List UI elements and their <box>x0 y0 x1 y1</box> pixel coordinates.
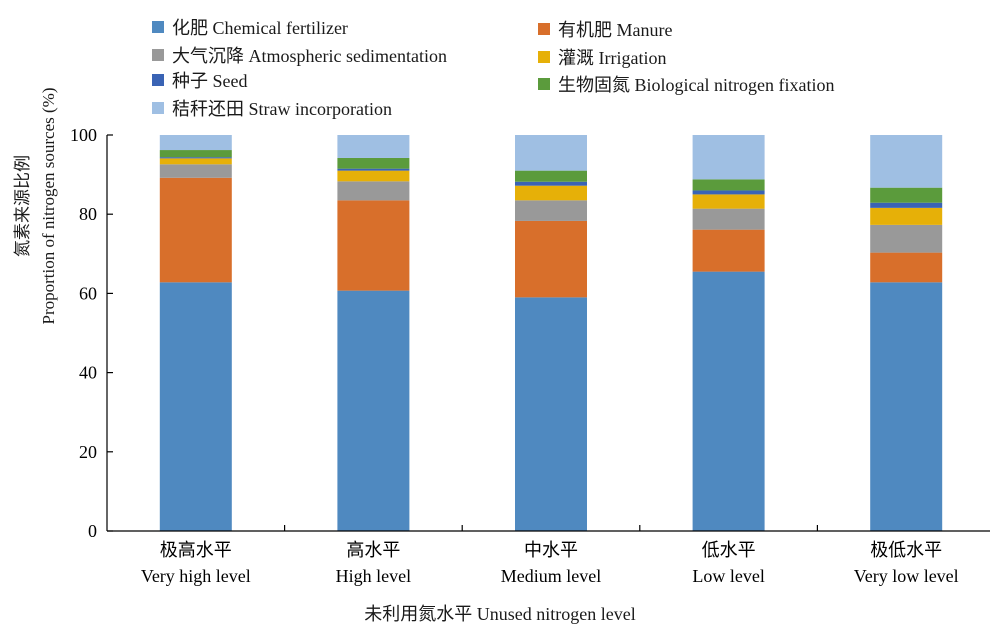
bar-segment-very-high-level-atmospheric-sedimentation <box>159 164 232 178</box>
legend-label: 大气沉降 Atmospheric sedimentation <box>172 46 447 66</box>
bar-segment-low-level-chemical-fertilizer <box>692 271 765 531</box>
bar-segment-very-low-level-manure <box>870 252 943 283</box>
bar-segment-high-level-manure <box>337 200 410 291</box>
bar-segment-high-level-chemical-fertilizer <box>337 290 410 531</box>
bar-group <box>159 135 943 531</box>
bar-segment-low-level-straw-incorporation <box>692 135 765 180</box>
bar-segment-very-high-level-straw-incorporation <box>159 135 232 151</box>
legend-label: 化肥 Chemical fertilizer <box>172 18 348 38</box>
legend-item-seed: 种子 Seed <box>152 67 248 93</box>
bar-segment-very-low-level-chemical-fertilizer <box>870 282 943 531</box>
y-tick-label: 60 <box>79 283 97 303</box>
bar-segment-high-level-seed <box>337 168 410 171</box>
x-tick-label-zh: 中水平 <box>524 540 578 560</box>
legend-swatch <box>538 78 550 90</box>
bar-segment-very-high-level-irrigation <box>159 158 232 165</box>
legend-label: 有机肥 Manure <box>558 20 673 40</box>
bar-segment-very-low-level-straw-incorporation <box>870 135 943 188</box>
y-tick-label: 80 <box>79 204 97 224</box>
bar-segment-medium-level-atmospheric-sedimentation <box>515 200 587 221</box>
bar-segment-very-low-level-seed <box>870 202 943 208</box>
bar-segment-low-level-atmospheric-sedimentation <box>692 208 765 230</box>
legend-item-chemical-fertilizer: 化肥 Chemical fertilizer <box>152 14 348 40</box>
bar-segment-high-level-irrigation <box>337 170 410 182</box>
bar-segment-medium-level-biological-nitrogen-fixation <box>515 170 587 182</box>
bar-segment-low-level-manure <box>692 229 765 272</box>
bar-segment-medium-level-manure <box>515 220 587 298</box>
x-tick-group: 极高水平 Very high level 高水平 High level 中水平 Mediu… <box>141 525 959 586</box>
x-tick-label-en: Low level <box>692 566 764 586</box>
legend-swatch <box>152 74 164 86</box>
x-tick-label-en: Medium level <box>501 566 601 586</box>
bar-segment-medium-level-chemical-fertilizer <box>515 297 587 531</box>
legend-item-straw-incorporation: 秸秆还田 Straw incorporation <box>152 95 392 121</box>
bar-segment-high-level-atmospheric-sedimentation <box>337 181 410 201</box>
bar-segment-very-low-level-biological-nitrogen-fixation <box>870 187 943 203</box>
bar-segment-very-high-level-seed <box>159 157 232 159</box>
bar-segment-high-level-straw-incorporation <box>337 135 410 158</box>
legend-item-biological-nitrogen-fixation: 生物固氮 Biological nitrogen fixation <box>538 71 834 97</box>
legend-label: 生物固氮 Biological nitrogen fixation <box>558 75 835 95</box>
legend-swatch <box>152 102 164 114</box>
x-tick-label-zh: 极低水平 <box>870 540 942 560</box>
bar-segment-very-high-level-biological-nitrogen-fixation <box>159 150 232 158</box>
y-axis-title-en: Proportion of nitrogen sources (%) <box>39 87 58 325</box>
x-tick-label-en: High level <box>336 566 411 586</box>
bar-segment-low-level-biological-nitrogen-fixation <box>692 179 765 191</box>
y-tick-group: 0 20 40 60 80 100 <box>70 125 113 541</box>
legend-item-irrigation: 灌溉 Irrigation <box>538 44 666 70</box>
x-tick-label-zh: 高水平 <box>346 540 400 560</box>
legend-swatch <box>152 21 164 33</box>
axes <box>106 135 990 532</box>
legend-label: 秸秆还田 Straw incorporation <box>172 99 392 119</box>
x-tick-label-en: Very low level <box>854 566 959 586</box>
x-axis-title: 未利用氮水平 Unused nitrogen level <box>364 604 636 624</box>
bar-segment-medium-level-seed <box>515 181 587 186</box>
legend-label: 种子 Seed <box>172 71 248 91</box>
bar-segment-very-low-level-atmospheric-sedimentation <box>870 224 943 253</box>
legend-label: 灌溉 Irrigation <box>558 48 667 68</box>
legend-swatch <box>152 49 164 61</box>
bar-segment-medium-level-straw-incorporation <box>515 135 587 171</box>
bar-segment-low-level-irrigation <box>692 194 765 209</box>
legend-swatch <box>538 51 550 63</box>
bar-segment-very-low-level-irrigation <box>870 207 943 225</box>
bar-segment-very-high-level-chemical-fertilizer <box>159 282 232 531</box>
x-tick-label-zh: 低水平 <box>702 540 756 560</box>
x-tick-label-zh: 极高水平 <box>160 540 232 560</box>
legend-item-manure: 有机肥 Manure <box>538 16 672 42</box>
legend-item-atmospheric-sedimentation: 大气沉降 Atmospheric sedimentation <box>152 42 447 68</box>
y-tick-label: 40 <box>79 363 97 383</box>
legend-swatch <box>538 23 550 35</box>
y-tick-label: 20 <box>79 442 97 462</box>
y-tick-label: 100 <box>70 125 97 145</box>
bar-segment-high-level-biological-nitrogen-fixation <box>337 157 410 169</box>
x-tick-label-en: Very high level <box>141 566 251 586</box>
y-tick-label: 0 <box>88 521 97 541</box>
y-axis-title-zh: 氮素来源比例 <box>13 155 32 257</box>
bar-segment-low-level-seed <box>692 190 765 195</box>
bar-segment-very-high-level-manure <box>159 177 232 283</box>
bar-segment-medium-level-irrigation <box>515 185 587 201</box>
